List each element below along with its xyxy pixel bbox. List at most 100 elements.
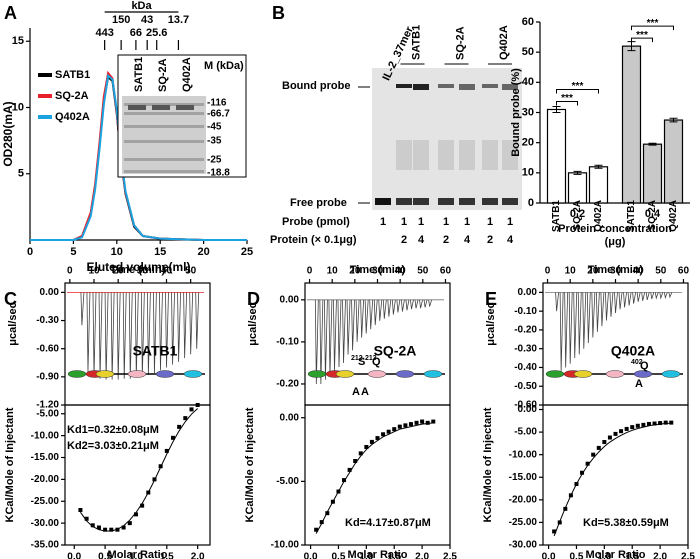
y-tick-label: -0.30 [36,315,59,326]
legend-label: Q402A [55,111,90,123]
data-point [90,523,95,528]
x-axis-label: Time (min) [350,264,406,276]
data-point [607,435,612,440]
data-point [84,516,89,521]
y-tick-label: -30.00 [31,518,60,529]
error-bar [648,142,657,146]
y-tick-label: 40 [522,76,534,88]
significance-label: *** [561,93,573,104]
data-point [591,452,596,457]
gel-band [413,84,429,90]
y-tick-label: 0 [528,197,534,209]
data-point [314,527,319,532]
gel-band [124,112,204,115]
injection-peak [559,292,564,372]
y-tick-label: 0.00 [518,287,538,298]
frame [542,404,689,546]
injection-peak [641,292,646,301]
data-point [658,421,663,426]
x-tick-label: 2.5 [443,552,457,559]
elution-curve [30,73,247,241]
data-point [669,420,674,425]
injection-peak [627,292,632,306]
domain [67,370,87,378]
x-tick-label: 20 [113,266,125,277]
domain [661,370,681,378]
data-point [646,421,651,426]
data-point [127,521,132,526]
panel-label: A [4,3,17,23]
x-tick-label: 1.5 [387,552,401,559]
gel-smear [502,140,518,170]
probe-amount: 1 [418,216,424,228]
gel-marker-label: -116 [207,98,227,109]
injection-peak [355,299,360,342]
probe-amount: 1 [487,216,493,228]
gel-band [124,125,204,128]
injection-peak [134,292,139,377]
mutation-label: S [358,356,365,368]
significance-label: *** [572,81,584,92]
x-tick-label: 30 [610,266,622,277]
injection-peak [177,292,181,362]
protein-amount: 4 [507,234,514,246]
x-tick-label: 40 [161,266,173,277]
kd-annotation: Kd2=3.03±0.21μM [67,440,159,452]
y-tick-label: -20.00 [31,474,60,485]
data-point [369,439,374,444]
injection-peak [609,292,614,317]
mutation-label: A [635,378,643,390]
gel-smear [413,140,429,170]
x-tick-label: 20 [587,266,599,277]
x-tick-label: 60 [678,266,690,277]
data-point [563,506,568,511]
protein-name: Q402A [611,343,655,359]
data-point [121,525,126,530]
fit-curve [80,408,198,532]
bar [588,166,609,204]
domain [395,370,415,378]
data-point [325,511,330,516]
y-tick-label: -10.00 [509,449,538,460]
x-axis-label: Molar Ratio [586,549,646,559]
y-tick-label: -25.00 [31,496,60,507]
injection-peak [636,292,641,302]
injection-peak [116,292,121,380]
y-tick-label: -5.00 [276,476,299,487]
y-axis-label: OD280(mA) [1,101,15,166]
size-marker-label: 43 [141,14,153,26]
y-tick-label: -15.00 [509,472,538,483]
domain [127,370,147,378]
gel-marker-header: M (kDa) [204,60,244,72]
x-tick-label: 30 [372,266,384,277]
y-axis-label: μcal/sec [247,302,259,345]
probe-amount: 1 [401,216,407,228]
significance-bracket [631,25,674,31]
legend-label: SQ-2A [55,90,89,102]
mutation-label: 402 [631,359,643,366]
data-point [133,512,138,517]
x-tick-label: 0 [545,266,551,277]
data-point [109,527,114,532]
panel-label: E [485,289,497,309]
domain [367,370,387,378]
gel-image [372,68,522,210]
gel-band [459,84,475,90]
data-point [585,461,590,466]
injection-peak [98,292,103,379]
panel-label: D [247,289,260,309]
probe-amount: 1 [507,216,513,228]
injection-peak [110,292,115,380]
data-point [342,478,347,483]
injection-peak [351,299,355,351]
x-tick-label: 0.0 [304,552,318,559]
data-point [397,424,402,429]
injection-peak [140,292,145,377]
size-marker-label: 25.6 [146,27,167,39]
gel-lane-label: Q402A [498,25,510,60]
data-point [358,451,363,456]
protein-amount: 2 [443,234,449,246]
y-tick-label: 0.00 [40,287,60,298]
injection-peak [591,292,596,338]
x-tick-label: 50 [417,266,429,277]
